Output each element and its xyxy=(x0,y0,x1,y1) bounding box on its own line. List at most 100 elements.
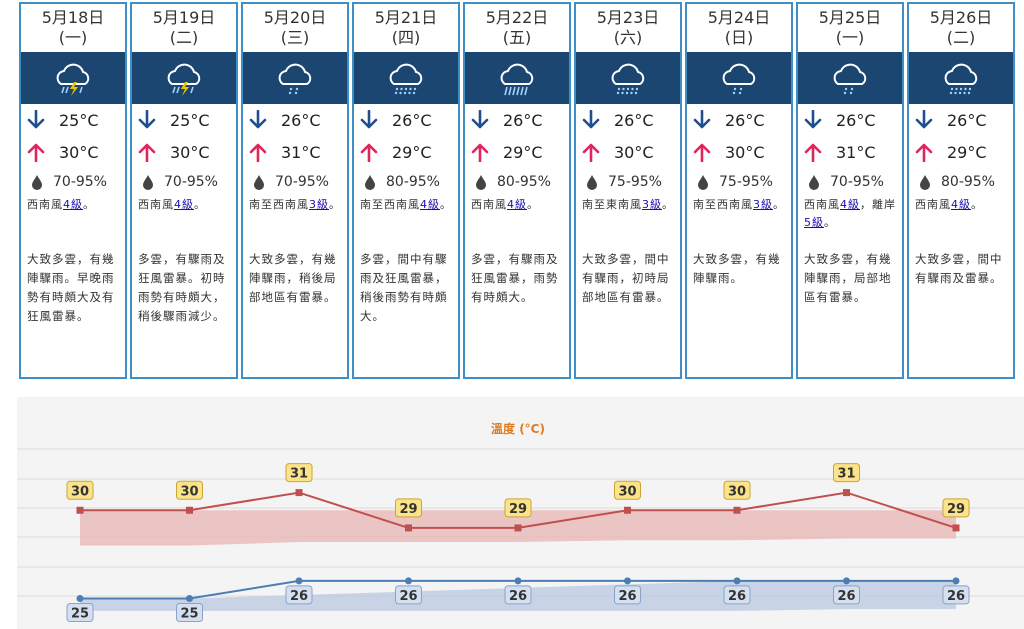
wind-direction: 西南風 xyxy=(138,198,174,211)
max-temp-arrow-icon xyxy=(582,143,600,162)
chart-title: 溫度 (°C) xyxy=(491,421,545,436)
min-temp-point xyxy=(186,595,193,603)
min-temp-label: 26 xyxy=(728,589,746,604)
day-card: 5月18日 (一) 25°C 30°C 70-95% 西南風4級。 大致多雲，有幾陣驟雨。早… xyxy=(19,2,127,379)
min-temp-point xyxy=(624,577,631,585)
min-temp: 26°C xyxy=(392,110,432,130)
weather-icon-band xyxy=(243,52,347,104)
humidity: 80-95% xyxy=(386,174,440,190)
min-temp-label: 26 xyxy=(837,589,855,604)
min-temp-arrow-icon xyxy=(582,110,600,129)
wind-info: 西南風4級。 xyxy=(132,196,236,250)
wind-direction: 南至西南風 xyxy=(249,198,309,211)
max-temp-row: 30°C xyxy=(132,136,236,168)
max-temp: 30°C xyxy=(170,142,210,162)
weather-description: 大致多雲，有幾陣驟雨。早晚雨勢有時頗大及有狂風雷暴。 xyxy=(27,252,115,323)
weather-icon-band xyxy=(132,52,236,104)
shower-icon xyxy=(611,63,645,95)
wind-force-link[interactable]: 3級 xyxy=(642,198,662,211)
day-header: 5月23日 (六) xyxy=(576,4,680,52)
weather-icon-band xyxy=(21,52,125,104)
day-card: 5月22日 (五) 26°C 29°C 80-95% 西南風4級。 多雲，有驟雨及狂風雷暴，… xyxy=(463,2,571,379)
min-temp-point xyxy=(514,577,522,585)
day-weekday: (二) xyxy=(946,28,976,47)
max-temp-arrow-icon xyxy=(804,143,822,162)
wind-force-link-offshore[interactable]: 5級 xyxy=(804,216,824,229)
weather-description: 大致多雲，有幾陣驟雨。 xyxy=(693,252,781,285)
wind-separator: 。 xyxy=(83,198,95,211)
weather-icon-band xyxy=(354,52,458,104)
max-temp-arrow-icon xyxy=(249,143,267,162)
wind-force-link[interactable]: 4級 xyxy=(174,198,194,211)
day-header: 5月26日 (二) xyxy=(909,4,1013,52)
day-weekday: (二) xyxy=(169,28,199,47)
max-temp-label: 30 xyxy=(728,484,746,499)
max-temp-label-box xyxy=(723,480,751,500)
weather-description: 大致多雲，有幾陣驟雨，局部地區有雷暴。 xyxy=(804,252,892,304)
humidity: 70-95% xyxy=(53,174,107,190)
min-temp: 25°C xyxy=(170,110,210,130)
humidity: 80-95% xyxy=(497,174,551,190)
wind-separator: 。 xyxy=(971,198,983,211)
wind-force-link[interactable]: 4級 xyxy=(63,198,83,211)
max-temp-point xyxy=(295,489,303,497)
wind-direction: 南至西南風 xyxy=(360,198,420,211)
wind-force-link[interactable]: 4級 xyxy=(507,198,527,211)
wind-force-link[interactable]: 4級 xyxy=(951,198,971,211)
humidity-drop-icon xyxy=(32,175,42,190)
min-temp: 26°C xyxy=(281,110,321,130)
humidity-row: 70-95% xyxy=(21,168,125,196)
max-temp-row: 30°C xyxy=(687,136,791,168)
wind-force-link[interactable]: 4級 xyxy=(840,198,860,211)
day-card: 5月24日 (日) 26°C 30°C 75-95% 南至西南風3級。 大致多雲，有幾陣驟雨… xyxy=(685,2,793,379)
wind-force-link[interactable]: 4級 xyxy=(420,198,440,211)
min-temp-point xyxy=(295,577,303,585)
day-date: 5月25日 xyxy=(818,8,882,27)
max-temp-point xyxy=(624,506,631,514)
day-date: 5月20日 xyxy=(263,8,327,27)
min-temp-row: 26°C xyxy=(354,104,458,136)
humidity: 70-95% xyxy=(164,174,218,190)
light-shower-icon xyxy=(278,63,312,95)
humidity-drop-icon xyxy=(809,175,819,190)
humidity-drop-icon xyxy=(920,175,930,190)
max-temp: 31°C xyxy=(281,142,321,162)
min-temp-label-box xyxy=(504,585,532,605)
day-weekday: (四) xyxy=(391,28,421,47)
humidity-row: 80-95% xyxy=(354,168,458,196)
day-card: 5月25日 (一) 26°C 31°C 70-95% 西南風4級，離岸 5級。 大致多雲，有幾… xyxy=(796,2,904,379)
min-temp-label-box xyxy=(833,585,860,605)
min-temp: 26°C xyxy=(725,110,765,130)
day-date: 5月18日 xyxy=(41,8,105,27)
min-temp-arrow-icon xyxy=(804,110,822,129)
max-temp-arrow-icon xyxy=(138,143,156,162)
min-temp-label-box xyxy=(66,603,94,623)
min-temp-label-box xyxy=(614,585,641,605)
max-temp-arrow-icon xyxy=(471,143,489,162)
day-header: 5月20日 (三) xyxy=(243,4,347,52)
max-temp: 29°C xyxy=(947,142,987,162)
day-header: 5月19日 (二) xyxy=(132,4,236,52)
wind-force-link[interactable]: 3級 xyxy=(309,198,329,211)
max-temp: 29°C xyxy=(392,142,432,162)
min-temp-arrow-icon xyxy=(360,110,378,129)
wind-info: 南至西南風3級。 xyxy=(243,196,347,250)
min-temp-point xyxy=(76,595,84,603)
min-temp-row: 25°C xyxy=(21,104,125,136)
min-temp-row: 26°C xyxy=(243,104,347,136)
day-weekday: (六) xyxy=(613,28,643,47)
wind-info: 南至西南風4級。 xyxy=(354,196,458,250)
wind-direction: 西南風 xyxy=(915,198,951,211)
wind-force-link[interactable]: 3級 xyxy=(753,198,773,211)
humidity-row: 80-95% xyxy=(909,168,1013,196)
max-temp-row: 29°C xyxy=(354,136,458,168)
max-temp-label-box xyxy=(395,498,422,518)
max-temp: 30°C xyxy=(59,142,99,162)
max-temp-point xyxy=(76,506,84,514)
wind-direction: 西南風 xyxy=(27,198,63,211)
min-temp-point xyxy=(733,577,741,585)
day-date: 5月22日 xyxy=(485,8,549,27)
max-temp-label-box xyxy=(285,463,313,483)
min-temp-point xyxy=(952,577,960,585)
weather-icon-band xyxy=(465,52,569,104)
